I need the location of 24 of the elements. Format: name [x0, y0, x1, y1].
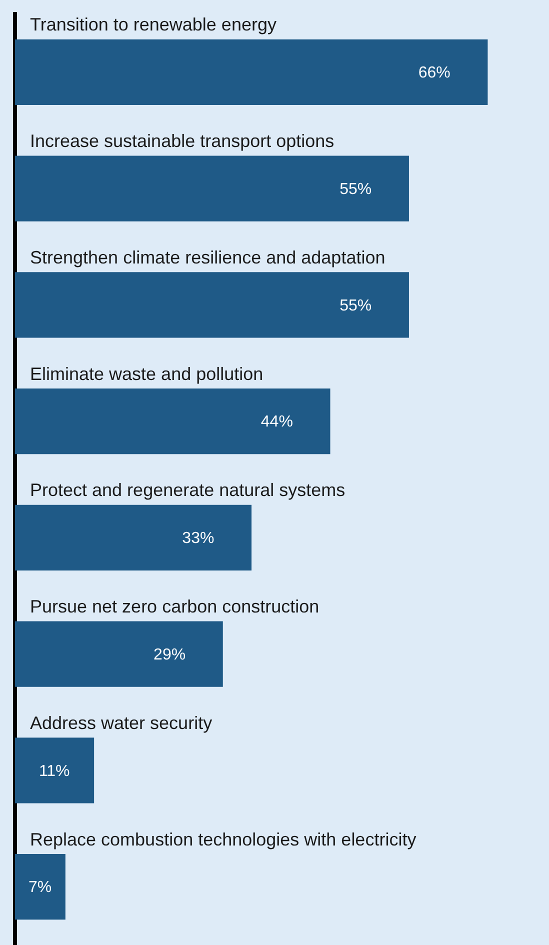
bar	[15, 621, 223, 687]
data-label: 7%	[28, 879, 52, 896]
data-label: 44%	[260, 414, 293, 431]
bar	[15, 39, 488, 106]
y-tick-label: Increase sustainable transport options	[30, 131, 334, 152]
bar	[15, 156, 409, 222]
data-label: 55%	[340, 180, 372, 198]
bar	[15, 504, 252, 571]
data-label: 29%	[154, 646, 186, 664]
y-tick-label: Protect and regenerate natural systems	[30, 480, 346, 500]
bar	[15, 854, 66, 920]
y-tick-label: Transition to renewable energy	[30, 14, 276, 35]
bar	[15, 738, 94, 804]
data-label: 33%	[182, 530, 214, 548]
data-label: 11%	[38, 762, 70, 780]
y-tick-label: Address water security	[30, 712, 212, 733]
bar	[15, 388, 330, 454]
y-tick-label: Strengthen climate resilience and adaptation	[30, 247, 386, 268]
y-tick-label: Replace combustion technologies with electricity	[30, 829, 416, 850]
bar	[15, 272, 409, 338]
y-tick-label: Eliminate waste and pollution	[30, 364, 264, 384]
data-label: 55%	[340, 297, 372, 314]
y-tick-label: Pursue net zero carbon construction	[30, 596, 320, 617]
data-label: 66%	[418, 64, 450, 82]
